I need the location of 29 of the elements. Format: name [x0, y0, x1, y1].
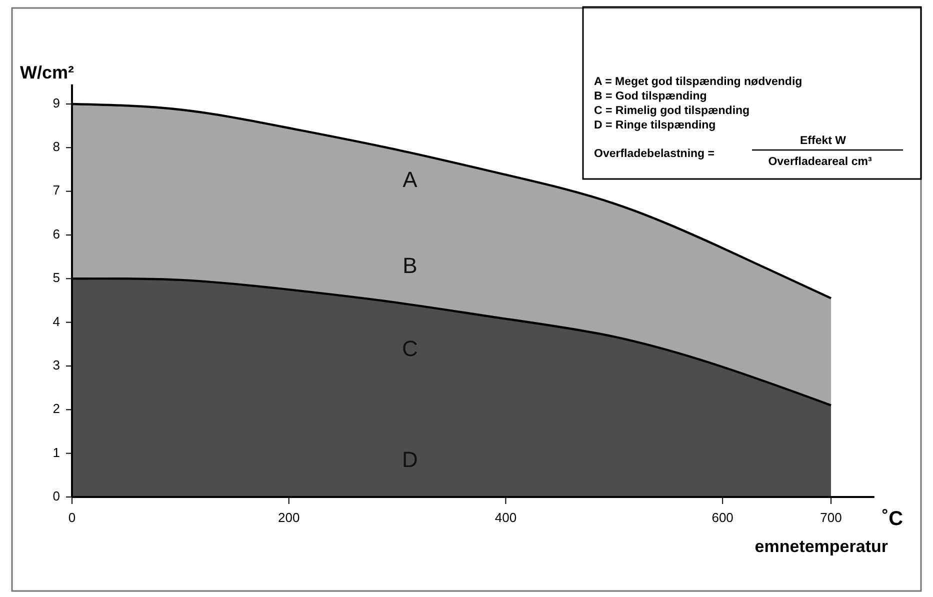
- y-tick-label: 3: [52, 357, 60, 372]
- y-tick-label: 5: [52, 270, 60, 286]
- x-tick-label: 600: [712, 510, 734, 525]
- annotation: C: [402, 336, 418, 361]
- annotation: D = Ringe tilspænding: [594, 120, 716, 132]
- annotation: Overfladeareal cm³: [768, 156, 872, 168]
- annotation: C = Rimelig god tilspænding: [594, 105, 750, 117]
- annotation: Effekt W: [800, 135, 846, 147]
- annotation: A: [402, 166, 418, 192]
- y-tick-label: 1: [52, 444, 60, 460]
- y-tick-label: 2: [52, 401, 60, 416]
- y-tick-label: 7: [52, 182, 60, 198]
- y-axis-title: W/cm²: [20, 62, 74, 82]
- y-tick-label: 0: [52, 488, 60, 504]
- annotation: Overfladebelastning =: [594, 148, 715, 160]
- annotation: D: [402, 446, 418, 472]
- x-tick-label: 400: [494, 510, 517, 525]
- x-tick-label: 200: [278, 510, 300, 525]
- x-axis-title: emnetemperatur: [754, 537, 888, 556]
- x-tick-label: 700: [820, 510, 842, 525]
- y-tick-label: 6: [52, 226, 60, 242]
- text: ˚C: [882, 508, 904, 530]
- y-tick-label: 9: [52, 95, 60, 110]
- annotation: B: [402, 252, 418, 278]
- y-tick-label: 8: [52, 139, 60, 154]
- x-tick-label: 0: [68, 510, 76, 525]
- annotation: B = God tilspænding: [594, 90, 707, 102]
- y-tick-label: 4: [52, 314, 60, 329]
- annotation: A = Meget god tilspænding nødvendig: [594, 76, 802, 88]
